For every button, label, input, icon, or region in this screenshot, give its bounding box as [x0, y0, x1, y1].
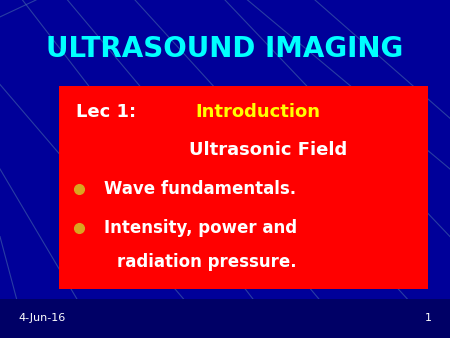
- Text: ULTRASOUND IMAGING: ULTRASOUND IMAGING: [46, 35, 404, 63]
- Text: Ultrasonic Field: Ultrasonic Field: [139, 141, 347, 160]
- Text: Intensity, power and: Intensity, power and: [104, 219, 297, 237]
- Text: radiation pressure.: radiation pressure.: [117, 253, 297, 271]
- Text: Introduction: Introduction: [196, 102, 321, 121]
- Text: Wave fundamentals.: Wave fundamentals.: [104, 180, 296, 198]
- Text: Lec 1:: Lec 1:: [76, 102, 149, 121]
- Text: 1: 1: [425, 313, 432, 323]
- Bar: [0, 299, 450, 338]
- Text: 4-Jun-16: 4-Jun-16: [18, 313, 65, 323]
- Bar: [58, 86, 428, 289]
